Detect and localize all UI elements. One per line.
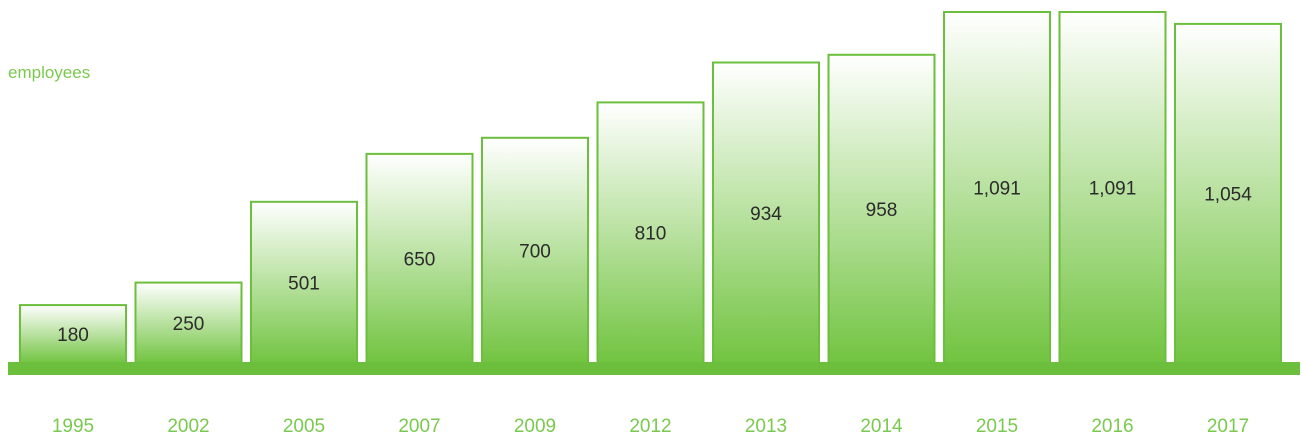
value-label-1995: 180 [57,325,89,346]
baseline [8,362,1300,375]
bar-2014 [827,53,936,364]
bar-2002 [134,281,243,365]
bar-2012 [596,101,705,365]
bar-2017 [1174,22,1282,365]
x-tick-2015: 2015 [976,416,1018,437]
x-tick-2002: 2002 [167,416,209,437]
x-tick-2007: 2007 [398,416,440,437]
value-label-2005: 501 [288,273,320,294]
x-tick-1995: 1995 [52,416,94,437]
value-label-2007: 650 [404,249,436,270]
x-tick-2012: 2012 [629,416,671,437]
value-label-2009: 700 [519,241,551,262]
x-tick-labels: 1995 2002 2005 2007 2009 2012 2013 2014 2015 2016… [52,416,1249,437]
value-label-2017: 1,054 [1204,184,1252,205]
bar-1995 [19,304,127,364]
value-label-2014: 958 [866,200,898,221]
bar-2016 [1058,11,1167,364]
value-label-2016: 1,091 [1089,179,1137,200]
value-label-2013: 934 [750,204,782,225]
x-tick-2013: 2013 [745,416,787,437]
value-label-2002: 250 [173,314,205,335]
value-label-2012: 810 [635,224,667,245]
value-label-2015: 1,091 [973,179,1021,200]
y-axis-label: employees [8,63,90,82]
bar-2005 [250,200,358,364]
x-tick-2016: 2016 [1091,416,1133,437]
bar-2007 [365,152,474,364]
x-tick-2014: 2014 [860,416,903,437]
x-tick-2017: 2017 [1207,416,1249,437]
x-tick-2009: 2009 [514,416,556,437]
x-tick-2005: 2005 [283,416,325,437]
bars-group: 180 250 501 650 700 810 934 958 1,091 1,091 1,054 [19,11,1282,365]
